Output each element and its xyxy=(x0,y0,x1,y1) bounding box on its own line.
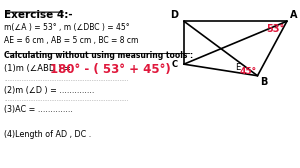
Text: B: B xyxy=(260,77,268,87)
Text: AE = 6 cm , AB = 5 cm , BC = 8 cm: AE = 6 cm , AB = 5 cm , BC = 8 cm xyxy=(4,36,139,45)
Text: (4)Length of AD , DC .: (4)Length of AD , DC . xyxy=(4,130,92,139)
Text: 53°: 53° xyxy=(266,25,285,34)
Text: C: C xyxy=(172,60,178,69)
Text: (3)AC = ..............: (3)AC = .............. xyxy=(4,106,73,114)
Text: Exercise 4:-: Exercise 4:- xyxy=(4,10,73,20)
Text: A: A xyxy=(290,10,297,19)
Text: 45°: 45° xyxy=(240,68,257,76)
Text: m(∠A ) = 53° , m (∠DBC ) = 45°: m(∠A ) = 53° , m (∠DBC ) = 45° xyxy=(4,23,130,32)
Text: 180° - ( 53° + 45°): 180° - ( 53° + 45°) xyxy=(50,63,171,76)
Text: .......................................................................: ........................................… xyxy=(4,77,129,82)
Text: D: D xyxy=(170,10,178,19)
Text: (1)m (∠ABD ) =: (1)m (∠ABD ) = xyxy=(4,64,71,73)
Text: .......................................................................: ........................................… xyxy=(4,97,129,102)
Text: Calculating without using measuring tools :: Calculating without using measuring tool… xyxy=(4,51,194,60)
Text: (2)m (∠D ) = ..............: (2)m (∠D ) = .............. xyxy=(4,86,95,95)
Text: E: E xyxy=(236,62,241,72)
